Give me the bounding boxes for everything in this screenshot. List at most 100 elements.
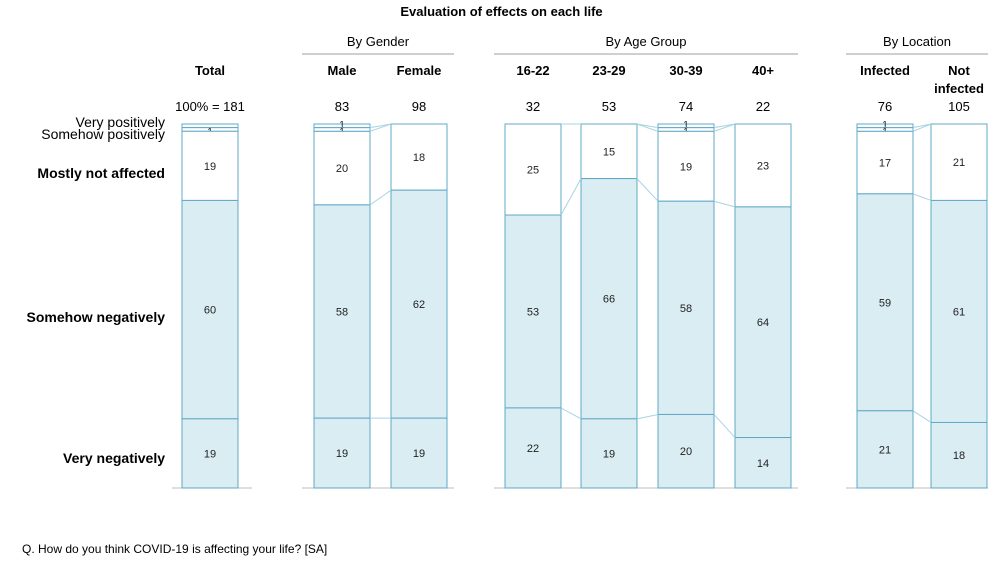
bar-segment-total-very-negatively — [181, 418, 239, 489]
bar-segment-male-somehow-negatively — [313, 204, 371, 419]
category-label-very-negatively: Very negatively — [63, 450, 165, 466]
column-n-23-29: 53 — [602, 99, 616, 114]
connector-line — [912, 123, 932, 129]
column-header-total: Total — [195, 63, 225, 78]
data-label-infected-mostly-not-affected: 17 — [879, 158, 891, 170]
connector-line — [636, 123, 659, 129]
data-label-male-somehow-negatively: 58 — [336, 307, 348, 319]
bar-segment-16-22-very-negatively — [504, 407, 562, 489]
connector-line — [560, 178, 582, 216]
bar-segment-23-29-very-negatively — [580, 418, 638, 489]
category-label-mostly-not-affected: Mostly not affected — [37, 165, 165, 181]
bar-segment-30-39-somehow-negatively — [657, 200, 715, 415]
bar-segment-30-39-very-negatively — [657, 413, 715, 489]
bar-segment-female-somehow-negatively — [390, 189, 448, 419]
column-header-40: 40+ — [752, 63, 774, 78]
category-label-very-positively: Very positively — [75, 114, 165, 130]
connector-line — [713, 123, 736, 132]
connector-line — [636, 413, 659, 420]
data-label-30-39-very-positively: 1 — [683, 120, 689, 131]
bar-segment-not-infected-very-negatively — [930, 421, 988, 489]
data-label-female-mostly-not-affected: 18 — [413, 152, 425, 164]
column-header-not-infected: Not — [948, 63, 970, 78]
connector-line — [560, 407, 582, 420]
data-label-total-somehow-negatively: 60 — [204, 305, 216, 317]
data-label-total-mostly-not-affected: 19 — [204, 161, 216, 173]
connector-line — [912, 410, 932, 423]
connector-line — [636, 123, 659, 132]
bar-segment-male-very-negatively — [313, 417, 371, 489]
data-label-total-very-negatively: 19 — [204, 448, 216, 460]
group-header-by-gender: By Gender — [347, 34, 410, 49]
data-label-30-39-somehow-negatively: 58 — [680, 303, 692, 315]
bar-segment-40-mostly-not-affected — [734, 123, 792, 208]
data-label-infected-very-positively: 1 — [882, 120, 888, 131]
column-n-infected: 76 — [878, 99, 892, 114]
data-label-female-somehow-negatively: 62 — [413, 299, 425, 311]
data-label-male-very-negatively: 19 — [336, 448, 348, 460]
bar-segment-infected-very-negatively — [856, 410, 914, 489]
data-label-40-very-negatively: 14 — [757, 458, 769, 470]
column-n-40: 22 — [756, 99, 770, 114]
data-label-30-39-very-negatively: 20 — [680, 446, 692, 458]
column-header-infected: Infected — [860, 63, 910, 78]
column-header-23-29: 23-29 — [592, 63, 625, 78]
data-label-16-22-very-negatively: 22 — [527, 443, 539, 455]
column-header-16-22: 16-22 — [516, 63, 549, 78]
bar-segment-40-very-negatively — [734, 437, 792, 489]
data-label-40-mostly-not-affected: 23 — [757, 160, 769, 172]
bar-segment-40-somehow-negatively — [734, 206, 792, 439]
bar-segment-23-29-mostly-not-affected — [580, 123, 638, 180]
bar-segment-23-29-somehow-negatively — [580, 178, 638, 420]
data-label-16-22-mostly-not-affected: 25 — [527, 165, 539, 177]
column-n-16-22: 32 — [526, 99, 540, 114]
column-n-total: 100% = 181 — [175, 99, 245, 114]
bar-segment-30-39-mostly-not-affected — [657, 130, 715, 202]
column-header-not-infected-line2: infected — [934, 81, 984, 96]
column-header-female: Female — [397, 63, 442, 78]
connector-line — [369, 189, 392, 206]
bar-segment-female-very-negatively — [390, 417, 448, 489]
bar-segment-not-infected-mostly-not-affected — [930, 123, 988, 201]
category-label-somehow-negatively: Somehow negatively — [26, 309, 165, 325]
column-n-30-39: 74 — [679, 99, 693, 114]
column-n-not-infected: 105 — [948, 99, 970, 114]
connector-line — [713, 123, 736, 129]
data-label-infected-very-negatively: 21 — [879, 444, 891, 456]
data-label-40-somehow-negatively: 64 — [757, 317, 769, 329]
data-label-23-29-mostly-not-affected: 15 — [603, 146, 615, 158]
column-n-female: 98 — [412, 99, 426, 114]
connector-line — [912, 123, 932, 132]
data-label-30-39-mostly-not-affected: 19 — [680, 161, 692, 173]
connector-line — [369, 123, 392, 129]
column-header-male: Male — [328, 63, 357, 78]
connector-line — [636, 178, 659, 202]
data-label-male-very-positively: 1 — [339, 120, 345, 131]
bar-segment-16-22-somehow-negatively — [504, 214, 562, 409]
data-label-infected-somehow-negatively: 59 — [879, 297, 891, 309]
column-header-30-39: 30-39 — [669, 63, 702, 78]
group-header-by-location: By Location — [883, 34, 951, 49]
bar-segment-total-mostly-not-affected — [181, 130, 239, 201]
data-label-23-29-very-negatively: 19 — [603, 448, 615, 460]
data-label-female-very-negatively: 19 — [413, 448, 425, 460]
bar-segment-total-somehow-negatively — [181, 199, 239, 420]
column-n-male: 83 — [335, 99, 349, 114]
connector-line — [713, 200, 736, 208]
connector-line — [912, 193, 932, 201]
data-label-not-infected-somehow-negatively: 61 — [953, 306, 965, 318]
connector-line — [713, 414, 736, 438]
data-label-23-29-somehow-negatively: 66 — [603, 294, 615, 306]
bar-segment-infected-somehow-negatively — [856, 193, 914, 412]
data-label-not-infected-very-negatively: 18 — [953, 450, 965, 462]
connector-line — [369, 123, 392, 132]
group-header-by-age-group: By Age Group — [606, 34, 687, 49]
bar-segment-not-infected-somehow-negatively — [930, 199, 988, 423]
data-label-16-22-somehow-negatively: 53 — [527, 306, 539, 318]
footnote: Q. How do you think COVID-19 is affectin… — [22, 542, 328, 556]
data-label-male-mostly-not-affected: 20 — [336, 163, 348, 175]
bar-segment-female-mostly-not-affected — [390, 123, 448, 191]
chart-title: Evaluation of effects on each life — [400, 4, 603, 19]
category-label-somehow-positively: Somehow positively — [41, 126, 165, 142]
